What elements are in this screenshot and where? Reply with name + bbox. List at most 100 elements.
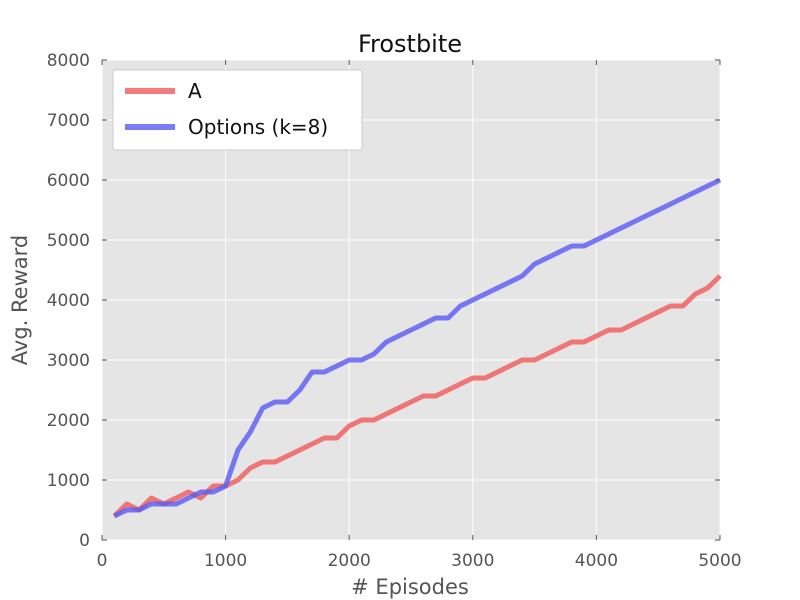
- x-tick-labels: 0 1000 2000 3000 4000 5000: [97, 551, 742, 571]
- series-point-1: [175, 503, 177, 505]
- series-point-1: [163, 503, 165, 505]
- series-point-1: [472, 299, 474, 301]
- series-point-1: [583, 245, 585, 247]
- y-tick-label: 0: [79, 531, 90, 551]
- series-point-0: [620, 329, 622, 331]
- series-point-0: [682, 305, 684, 307]
- series-point-1: [398, 335, 400, 337]
- series-point-0: [472, 377, 474, 379]
- series-line-1: [113, 177, 722, 519]
- series-point-1: [188, 497, 189, 499]
- legend-box: [112, 69, 363, 151]
- x-axis-label: # Episodes: [351, 575, 469, 599]
- x-tick-label: 0: [97, 551, 108, 571]
- series-point-1: [410, 329, 412, 331]
- series-point-1: [521, 275, 523, 277]
- series-point-0: [447, 389, 449, 391]
- series-point-1: [348, 359, 350, 361]
- series-point-1: [249, 431, 251, 433]
- series-point-0: [348, 425, 350, 427]
- series-point-1: [299, 389, 301, 391]
- series-point-0: [435, 395, 437, 397]
- series-point-0: [237, 479, 239, 481]
- y-tick-label: 3000: [47, 351, 90, 371]
- series-point-1: [126, 509, 128, 511]
- series-point-1: [459, 305, 461, 307]
- series-point-0: [558, 347, 560, 349]
- series-point-0: [422, 395, 424, 397]
- series-point-0: [336, 437, 338, 439]
- series-layer: [112, 177, 722, 519]
- y-tick-label: 1000: [47, 471, 90, 491]
- series-point-1: [373, 353, 375, 355]
- series-point-1: [336, 365, 338, 367]
- series-point-0: [398, 407, 400, 409]
- legend-label-options: Options (k=8): [188, 115, 328, 139]
- x-tick-label: 4000: [575, 551, 618, 571]
- series-point-0: [719, 275, 721, 277]
- series-point-1: [670, 203, 672, 205]
- x-tick-label: 1000: [204, 551, 247, 571]
- series-point-0: [583, 341, 585, 343]
- series-point-0: [249, 467, 251, 469]
- series-point-0: [188, 491, 189, 493]
- series-point-1: [138, 509, 140, 511]
- series-point-0: [484, 377, 486, 379]
- series-point-1: [274, 401, 276, 403]
- series-point-0: [311, 443, 313, 445]
- series-point-1: [645, 215, 647, 217]
- series-point-1: [113, 515, 115, 517]
- series-point-0: [361, 419, 363, 421]
- y-tick-label: 7000: [47, 111, 90, 131]
- series-point-0: [534, 359, 536, 361]
- y-tick-label: 6000: [47, 171, 90, 191]
- series-point-1: [311, 371, 313, 373]
- series-point-1: [657, 209, 659, 211]
- series-point-1: [286, 401, 288, 403]
- series-point-1: [200, 491, 202, 493]
- series-point-0: [707, 287, 709, 289]
- series-point-1: [546, 257, 548, 259]
- series-point-1: [620, 227, 622, 229]
- series-point-1: [324, 371, 325, 373]
- y-tick-label: 2000: [47, 411, 90, 431]
- series-point-1: [435, 317, 437, 319]
- series-point-1: [608, 233, 610, 235]
- series-point-0: [595, 335, 597, 337]
- series-point-0: [150, 497, 152, 499]
- series-point-1: [447, 317, 449, 319]
- series-point-1: [225, 485, 227, 487]
- axis-ticks: [101, 59, 721, 541]
- y-tick-labels: 0 1000 2000 3000 4000 5000 6000 7000 8000: [47, 51, 90, 551]
- series-point-0: [324, 437, 325, 439]
- series-line-0: [112, 274, 722, 518]
- legend: A Options (k=8): [112, 69, 363, 151]
- series-point-0: [200, 497, 202, 499]
- series-point-0: [459, 383, 461, 385]
- y-axis-label: Avg. Reward: [8, 235, 32, 365]
- series-point-0: [212, 485, 214, 487]
- series-point-0: [608, 329, 610, 331]
- series-point-1: [497, 287, 498, 289]
- series-point-0: [373, 419, 375, 421]
- chart-title: Frostbite: [358, 30, 462, 58]
- series-point-1: [422, 323, 424, 325]
- series-point-0: [286, 455, 288, 457]
- series-point-0: [509, 365, 511, 367]
- y-tick-label: 4000: [47, 291, 90, 311]
- series-point-0: [175, 497, 177, 499]
- y-tick-label: 8000: [47, 51, 90, 71]
- series-point-0: [299, 449, 301, 451]
- series-point-1: [682, 197, 684, 199]
- series-point-1: [484, 293, 486, 295]
- series-point-1: [595, 239, 597, 241]
- series-point-0: [126, 503, 128, 505]
- series-point-0: [521, 359, 523, 361]
- series-point-1: [571, 245, 573, 247]
- series-point-1: [150, 503, 152, 505]
- series-point-1: [262, 407, 264, 409]
- series-point-0: [497, 371, 498, 373]
- series-point-1: [694, 191, 696, 193]
- series-point-0: [670, 305, 672, 307]
